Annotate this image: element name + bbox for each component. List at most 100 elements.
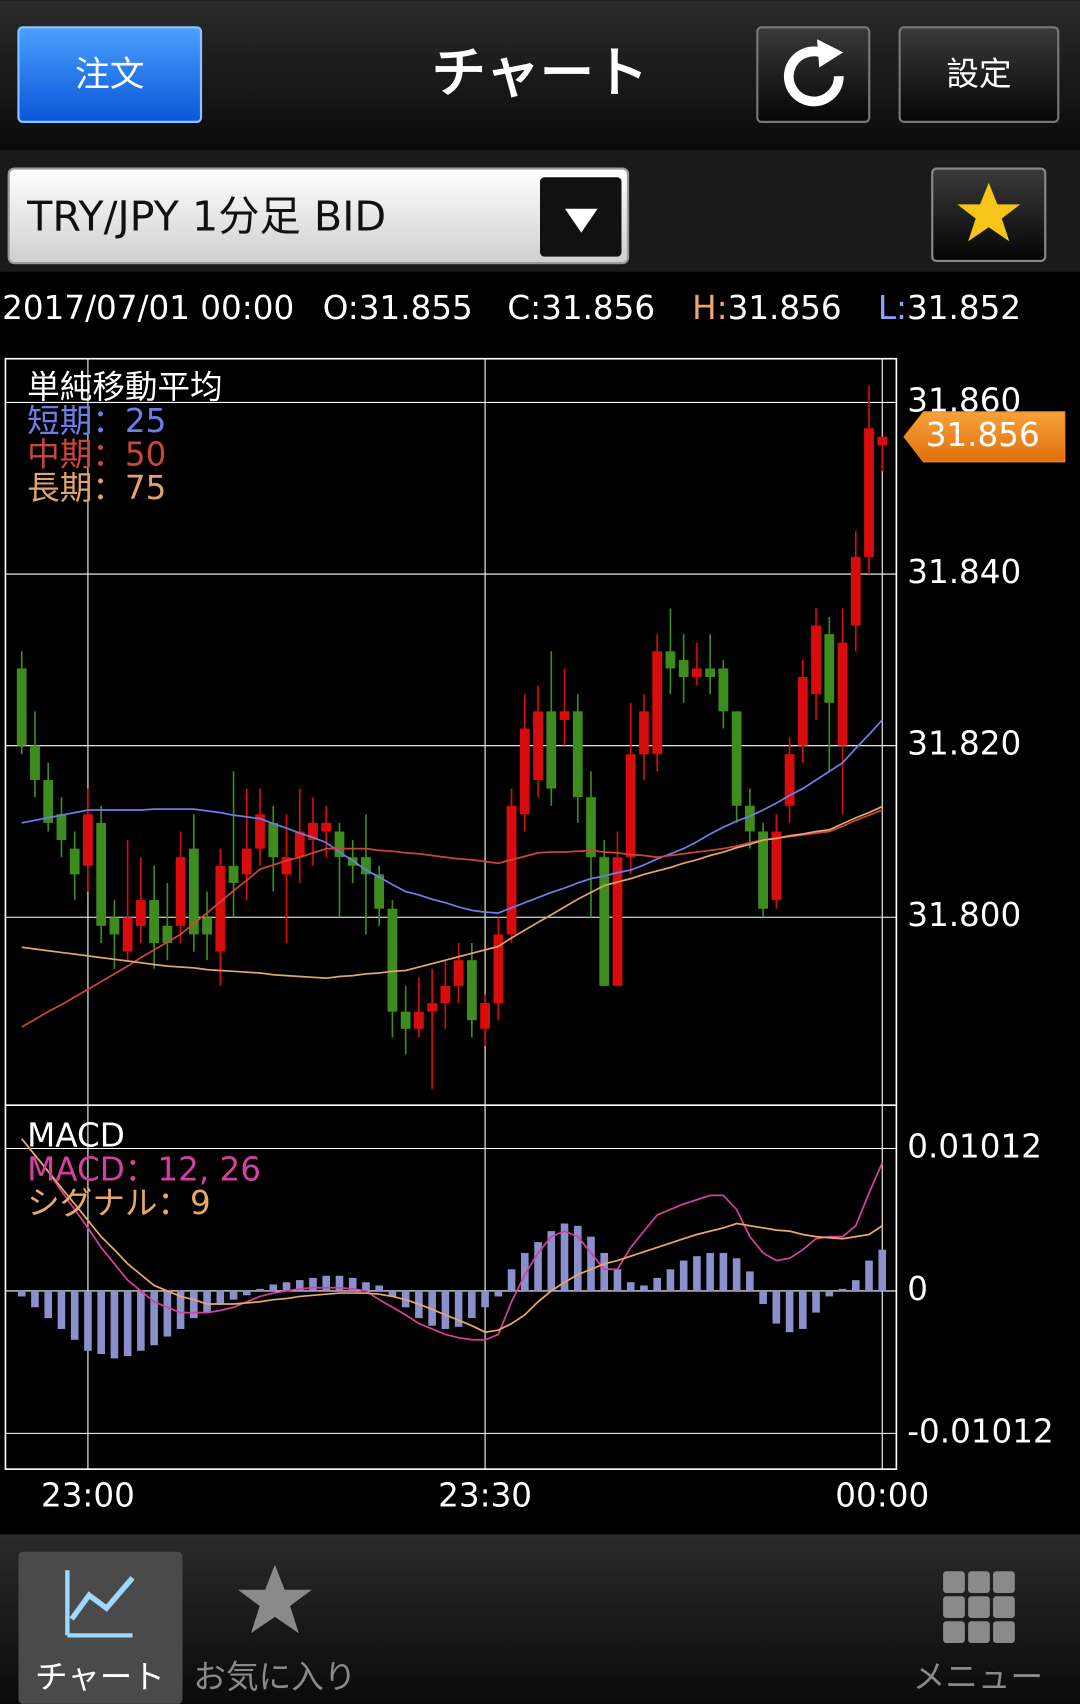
quote-value: 31.855 <box>359 289 473 327</box>
candle-body <box>241 848 252 875</box>
histogram-bar <box>295 1280 304 1291</box>
histogram-bar <box>573 1225 582 1291</box>
histogram-bar <box>825 1290 834 1297</box>
order-button[interactable] <box>17 26 203 123</box>
legend-entry: MACD：12, 26 <box>27 1150 261 1188</box>
histogram-bar <box>216 1290 225 1305</box>
candle-body <box>797 677 808 746</box>
candle-body <box>30 745 40 780</box>
candle-body <box>453 960 464 986</box>
settings-button[interactable] <box>898 26 1060 123</box>
histogram-bar <box>838 1288 847 1291</box>
histogram-bar <box>441 1290 450 1329</box>
histogram-bar <box>84 1290 92 1351</box>
candle-body <box>308 822 318 841</box>
histogram-bar <box>454 1290 463 1327</box>
histogram-bar <box>481 1290 489 1308</box>
candle-body <box>109 917 120 935</box>
quote-datetime: 2017/07/01 00:00 <box>2 289 294 327</box>
candle-body <box>374 874 385 909</box>
candle-body <box>864 428 874 557</box>
candle-body <box>480 1003 490 1029</box>
candle-body <box>771 831 782 901</box>
histogram-bar <box>335 1275 344 1291</box>
candle-body <box>202 917 212 935</box>
candle-body <box>294 831 305 858</box>
refresh-button[interactable] <box>756 26 871 123</box>
symbol-selector[interactable] <box>7 167 630 265</box>
histogram-bar <box>732 1258 741 1291</box>
legend-title: MACD <box>27 1117 125 1155</box>
candle-body <box>149 900 160 944</box>
histogram-bar <box>693 1256 701 1291</box>
indicator-line <box>21 805 883 980</box>
candle-body <box>877 436 888 446</box>
histogram-bar <box>97 1290 105 1355</box>
legend-entry: 短期：25 <box>27 402 166 440</box>
candle-body <box>586 797 596 858</box>
tab-label[interactable]: メニュー <box>913 1658 1043 1696</box>
histogram-bar <box>878 1249 887 1291</box>
histogram-bar <box>865 1260 873 1291</box>
quote-key: L: <box>878 289 907 327</box>
tab-label[interactable]: チャート <box>35 1658 165 1696</box>
histogram-bar <box>229 1290 238 1300</box>
histogram-bar <box>256 1288 264 1291</box>
legend-title: 単純移動平均 <box>27 368 222 406</box>
candle-body <box>69 848 80 875</box>
chart-tab[interactable] <box>18 1551 183 1704</box>
candle-body <box>43 779 54 823</box>
menu-cell <box>968 1596 990 1618</box>
candle-body <box>572 711 583 798</box>
y-tick-label: 0 <box>907 1270 928 1308</box>
x-tick-label: 23:00 <box>41 1476 135 1514</box>
histogram-bar <box>322 1275 331 1291</box>
candle-body <box>321 822 332 832</box>
candle-body <box>692 668 702 678</box>
favorites-tab-icon[interactable] <box>237 1564 312 1634</box>
histogram-bar <box>851 1280 860 1291</box>
candle-body <box>506 805 517 935</box>
histogram-bar <box>388 1290 397 1297</box>
candle-body <box>387 908 398 1012</box>
histogram-bar <box>269 1284 278 1291</box>
menu-cell <box>993 1596 1015 1618</box>
candle-body <box>705 668 716 678</box>
histogram-bar <box>666 1269 675 1291</box>
candle-body <box>414 1011 424 1029</box>
settings-button-label: 設定 <box>946 55 1011 93</box>
histogram-bar <box>600 1252 609 1291</box>
quote-key: O: <box>323 289 359 327</box>
symbol-selector-label: TRY/JPY 1分足 BID <box>26 193 386 241</box>
histogram-bar <box>679 1260 688 1291</box>
quote-key: C: <box>507 289 541 327</box>
indicator-line <box>21 809 883 1028</box>
histogram-bar <box>759 1290 767 1305</box>
candle-body <box>188 848 199 935</box>
candle-body <box>678 659 689 678</box>
histogram-bar <box>746 1271 754 1291</box>
tab-label[interactable]: お気に入り <box>193 1658 356 1696</box>
y-tick-label: 0.01012 <box>907 1128 1042 1166</box>
histogram-bar <box>150 1290 158 1346</box>
histogram-bar <box>70 1290 79 1340</box>
candle-body <box>268 822 279 858</box>
histogram-bar <box>362 1282 370 1291</box>
menu-tab-icon[interactable] <box>943 1571 1015 1643</box>
histogram-bar <box>348 1277 357 1291</box>
candle-body <box>665 651 676 669</box>
candle-body <box>400 1011 411 1029</box>
candle-body <box>811 625 821 695</box>
legend-entry: 中期：50 <box>27 436 166 474</box>
menu-cell <box>943 1596 965 1618</box>
indicator-line <box>21 1138 883 1334</box>
histogram-bar <box>706 1252 714 1291</box>
candle-body <box>824 634 835 703</box>
menu-cell <box>993 1621 1015 1643</box>
histogram-bar <box>560 1223 569 1291</box>
candle-body <box>850 556 861 626</box>
histogram-bar <box>534 1242 542 1291</box>
screen-title: チャート <box>432 41 649 104</box>
